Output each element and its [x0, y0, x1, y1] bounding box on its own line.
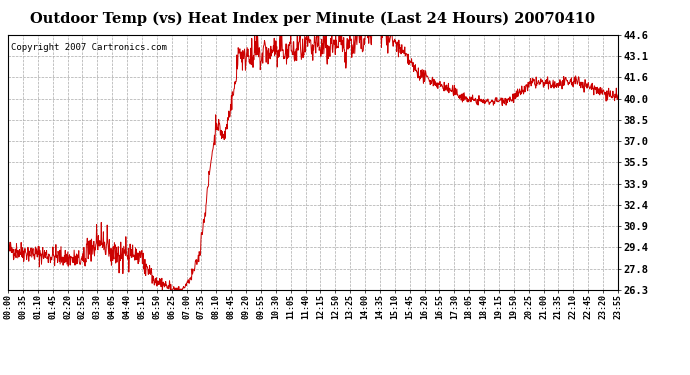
- Text: Copyright 2007 Cartronics.com: Copyright 2007 Cartronics.com: [11, 43, 167, 52]
- Text: Outdoor Temp (vs) Heat Index per Minute (Last 24 Hours) 20070410: Outdoor Temp (vs) Heat Index per Minute …: [30, 11, 595, 26]
